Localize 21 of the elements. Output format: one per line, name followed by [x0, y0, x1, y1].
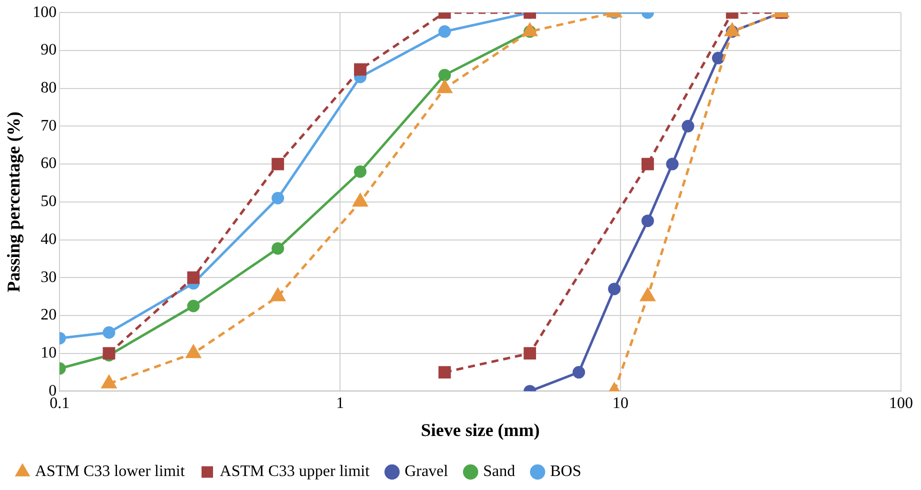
x-tick-label: 1 [336, 395, 344, 412]
legend-label: Sand [483, 463, 516, 480]
y-axis-title: Passing percentage (%) [3, 112, 24, 292]
legend-label: BOS [550, 463, 582, 480]
x-tick-label: 10 [612, 395, 629, 412]
y-tick-label: 10 [40, 344, 57, 362]
y-tick-label: 40 [40, 230, 57, 248]
y-tick-label: 70 [40, 117, 57, 134]
y-tick-label: 30 [40, 268, 57, 286]
x-axis-title: Sieve size (mm) [420, 420, 540, 440]
legend-label: ASTM C33 upper limit [220, 463, 370, 480]
legend-label: ASTM C33 lower limit [35, 463, 186, 480]
y-tick-label: 90 [40, 42, 57, 59]
legend-label: Gravel [404, 463, 449, 480]
x-tick-label: 0.1 [50, 395, 70, 412]
y-tick-label: 50 [40, 193, 57, 210]
y-tick-label: 100 [32, 4, 57, 21]
y-tick-label: 20 [40, 306, 57, 324]
y-tick-label: 80 [40, 80, 57, 97]
x-tick-label: 100 [889, 395, 913, 412]
y-tick-label: 60 [40, 155, 57, 172]
